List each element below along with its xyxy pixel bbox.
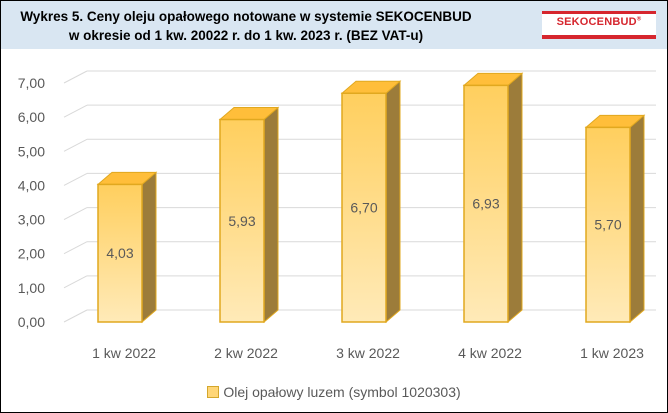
legend-label: Olej opałowy luzem (symbol 1020303) <box>223 384 461 400</box>
sekocenbud-logo: SEKOCENBUD® <box>542 11 656 39</box>
bar-front-face <box>341 92 387 323</box>
data-label: 4,03 <box>106 245 133 261</box>
gridline-depth <box>63 309 88 323</box>
logo-stripe-top <box>542 11 656 14</box>
x-tick-label: 4 kw 2022 <box>458 345 522 361</box>
bar <box>462 72 524 324</box>
bar-side-face <box>385 80 401 324</box>
bars <box>96 72 646 324</box>
logo-text: SEKOCENBUD <box>556 16 637 28</box>
gridline-depth <box>63 104 88 118</box>
legend: Olej opałowy luzem (symbol 1020303) <box>1 384 667 400</box>
logo-stripe-bottom <box>542 35 656 39</box>
y-tick-label: 7,00 <box>18 75 45 91</box>
data-label: 6,93 <box>472 196 499 212</box>
y-tick-label: 6,00 <box>18 109 45 125</box>
y-tick-label: 2,00 <box>18 246 45 262</box>
data-labels: 4,03 5,93 6,70 6,93 5,70 <box>106 196 621 262</box>
chart-title-line-1: Wykres 5. Ceny oleju opałowego notowane … <box>20 9 472 24</box>
bar <box>584 114 646 324</box>
data-label: 6,70 <box>350 200 377 216</box>
bar-front-face <box>219 118 265 323</box>
chart-title-line-2: w okresie od 1 kw. 20022 r. do 1 kw. 202… <box>68 28 424 43</box>
x-tick-label: 3 kw 2022 <box>336 345 400 361</box>
logo-wordmark: SEKOCENBUD® <box>542 16 656 28</box>
x-tick-label: 1 kw 2023 <box>580 345 644 361</box>
bar-side-face <box>507 72 523 324</box>
legend-swatch <box>207 386 220 398</box>
gridline-depth <box>63 138 88 152</box>
gridline-depth <box>63 172 88 186</box>
logo-registered-mark: ® <box>636 16 642 23</box>
bar <box>218 106 280 324</box>
y-tick-label: 3,00 <box>18 212 45 228</box>
gridline-depth <box>63 70 88 84</box>
bar-side-face <box>629 114 645 324</box>
bar <box>340 80 402 324</box>
bar-front-face <box>463 84 509 323</box>
chart-header: Wykres 5. Ceny oleju opałowego notowane … <box>1 1 667 49</box>
bar <box>96 171 158 324</box>
gridline-depth <box>63 207 88 221</box>
y-tick-label: 4,00 <box>18 177 45 193</box>
bar-side-face <box>141 171 157 324</box>
gridline-depth <box>63 275 88 289</box>
gridline-depth <box>63 241 88 255</box>
bar-front-face <box>585 126 631 323</box>
y-axis-ticks: 0,00 1,00 2,00 3,00 4,00 5,00 6,00 7,00 <box>18 75 45 330</box>
data-label: 5,93 <box>228 213 255 229</box>
x-tick-label: 2 kw 2022 <box>214 345 278 361</box>
y-tick-label: 5,00 <box>18 143 45 159</box>
data-label: 5,70 <box>594 217 621 233</box>
bar-side-face <box>263 106 279 324</box>
x-tick-label: 1 kw 2022 <box>92 345 156 361</box>
bar-front-face <box>97 183 143 323</box>
x-axis-ticks: 1 kw 2022 2 kw 2022 3 kw 2022 4 kw 2022 1 kw… <box>92 345 644 361</box>
y-tick-label: 0,00 <box>18 314 45 330</box>
y-tick-label: 1,00 <box>18 280 45 296</box>
